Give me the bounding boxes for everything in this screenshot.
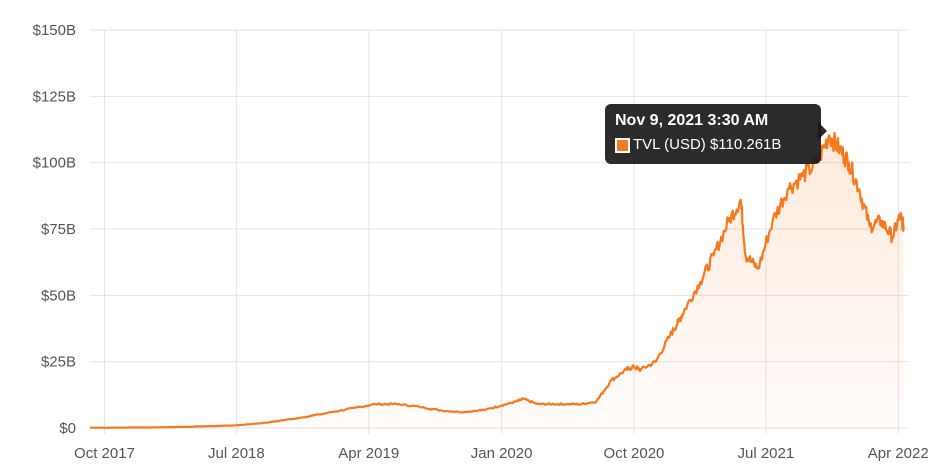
tooltip: Nov 9, 2021 3:30 AM TVL (USD) $110.261B	[605, 104, 827, 164]
tvl-line[interactable]	[90, 131, 905, 429]
y-tick-label: $75B	[41, 221, 76, 238]
tooltip-series-label: TVL (USD)	[633, 136, 706, 153]
x-tick-label: Jan 2020	[471, 445, 533, 462]
y-tick-label: $25B	[41, 354, 76, 371]
x-tick-label: Oct 2020	[604, 445, 665, 462]
tooltip-row: TVL (USD) $110.261B	[615, 134, 811, 156]
tooltip-caret	[818, 122, 827, 140]
x-tick-label: Apr 2022	[868, 445, 929, 462]
x-tick-label: Apr 2019	[338, 445, 399, 462]
tooltip-series-swatch	[615, 137, 630, 153]
x-tick-label: Jul 2021	[738, 445, 795, 462]
y-tick-label: $50B	[41, 287, 76, 304]
tooltip-title: Nov 9, 2021 3:30 AM	[615, 112, 769, 129]
tvl-area-fill	[90, 132, 904, 428]
x-axis-labels: Oct 2017 Jul 2018 Apr 2019 Jan 2020 Oct 2020…	[74, 445, 929, 462]
y-gridlines	[90, 29, 909, 429]
y-tick-label: $0	[59, 420, 76, 437]
tooltip-value: $110.261B	[709, 136, 782, 153]
x-tick-label: Oct 2017	[74, 445, 135, 462]
x-tick-label: Jul 2018	[208, 445, 265, 462]
y-tick-label: $125B	[33, 88, 76, 105]
y-axis-labels: $0 $25B $50B $75B $100B $125B $150B	[33, 22, 76, 437]
y-tick-label: $100B	[33, 155, 76, 172]
y-tick-label: $150B	[33, 22, 76, 39]
